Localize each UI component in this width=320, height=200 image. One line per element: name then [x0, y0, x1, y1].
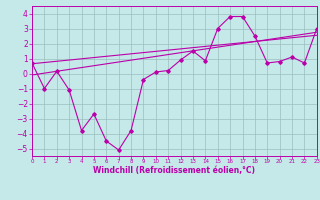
X-axis label: Windchill (Refroidissement éolien,°C): Windchill (Refroidissement éolien,°C) — [93, 166, 255, 175]
